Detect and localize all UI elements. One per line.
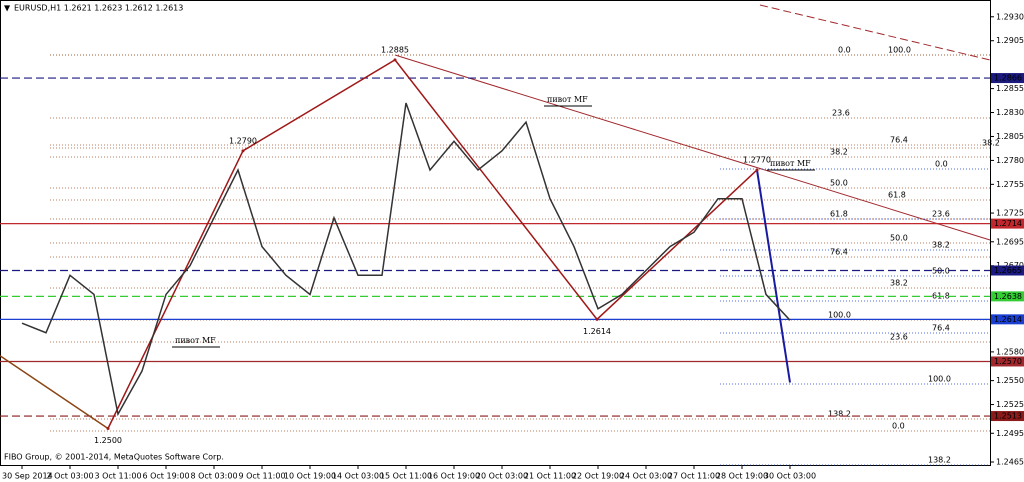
plot-border [0,0,991,466]
price-line [21,102,791,417]
fib-label: 38.2 [830,148,848,157]
x-tick-label: 10 Oct 19:00 [284,472,336,481]
level-label: 1.2513 [994,412,1022,421]
y-tick-label: 1.2580 [996,347,1024,356]
y-tick-label: 1.2905 [996,36,1024,45]
pivot-label: 1.2614 [583,327,611,336]
y-tick-label: 1.2465 [996,458,1024,467]
x-tick-label: 21 Oct 11:00 [524,472,576,481]
y-tick-label: 1.2525 [996,400,1024,409]
pivot-point [241,149,245,153]
fib-label: 76.4 [830,248,848,257]
pivot-label: 1.2885 [381,45,409,54]
level-box [991,291,1024,302]
y-tick-label: 1.2780 [996,156,1024,165]
trend-line [394,54,991,241]
fib-label: 38.2 [890,279,908,288]
trend-line [759,4,991,61]
fib-label: 100.0 [888,46,911,55]
y-tick-label: 1.2805 [996,132,1024,141]
fib-label: 38.2 [932,241,950,250]
x-tick-label: 15 Oct 11:00 [380,472,432,481]
level-label: 1.2714 [994,219,1022,228]
y-tick-label: 1.2855 [996,84,1024,93]
fib-label: 100.0 [928,375,951,384]
fib-label: 61.8 [888,191,906,200]
fib-label: 61.8 [830,210,848,219]
fib-label: 23.6 [832,109,850,118]
zigzag [0,355,109,430]
chart-title: EURUSD,H1 1.2621 1.2623 1.2612 1.2613 [14,4,183,13]
pivot-note: пивот MF [770,159,811,168]
x-tick-label: 9 Oct 11:00 [238,472,285,481]
level-label: 1.2614 [994,315,1022,324]
fib-label: 50.0 [830,179,848,188]
fib-label: 23.6 [932,210,950,219]
level-box [991,314,1024,325]
pivot-label: 1.2500 [94,436,122,445]
fib-label: 50.0 [890,234,908,243]
copyright: FIBO Group, © 2001-2014, MetaQuotes Soft… [4,453,224,462]
pivot-note: пивот MF [175,336,216,345]
level-box [991,356,1024,367]
fib-label: 138.2 [828,410,851,419]
x-tick-label: 2 Oct 03:00 [46,472,93,481]
fib-label: 0.0 [838,46,851,55]
fib-label: 23.6 [890,333,908,342]
y-tick-label: 1.2695 [996,237,1024,246]
header-arrow: ▼ [4,4,11,13]
fib-label: 138.2 [928,456,951,465]
y-tick-label: 1.2725 [996,209,1024,218]
level-box [991,218,1024,229]
level-label: 1.2866 [994,74,1022,83]
level-label: 1.2570 [994,357,1022,366]
zigzag [756,169,791,383]
y-tick-label: 1.2830 [996,108,1024,117]
x-tick-label: 30 Oct 03:00 [764,472,816,481]
x-tick-label: 30 Sep 2014 [2,472,53,481]
level-label: 1.2638 [994,292,1022,301]
y-tick-label: 1.2930 [996,12,1024,21]
pivot-point [595,317,599,321]
fib-label: 100.0 [828,311,851,320]
y-tick-label: 1.2755 [996,180,1024,189]
x-tick-label: 20 Oct 03:00 [476,472,528,481]
x-tick-label: 6 Oct 19:00 [142,472,189,481]
y-tick-label: 1.2495 [996,429,1024,438]
level-label: 1.2665 [994,266,1022,275]
level-box [991,73,1024,84]
pivot-point [393,58,397,62]
x-tick-label: 27 Oct 11:00 [668,472,720,481]
pivot-label: 1.2790 [229,136,257,145]
fib-label: 76.4 [932,324,950,333]
pivot-note: пивот MF [547,95,588,104]
x-tick-label: 3 Oct 11:00 [94,472,141,481]
x-tick-label: 28 Oct 19:00 [716,472,768,481]
pivot-point [106,426,110,430]
fib-label: 0.0 [892,422,905,431]
x-tick-label: 8 Oct 03:00 [190,472,237,481]
pivot-point [755,168,759,172]
y-tick-label: 1.2550 [996,376,1024,385]
x-tick-label: 22 Oct 19:00 [572,472,624,481]
x-tick-label: 24 Oct 03:00 [620,472,672,481]
level-box [991,411,1024,422]
fib-label: 76.4 [890,136,908,145]
fib-label: 38.2 [982,139,1000,148]
fib-label: 0.0 [935,160,948,169]
pivot-label: 1.2770 [743,155,771,164]
x-tick-label: 14 Oct 03:00 [332,472,384,481]
level-box [991,265,1024,276]
x-tick-label: 16 Oct 19:00 [428,472,480,481]
